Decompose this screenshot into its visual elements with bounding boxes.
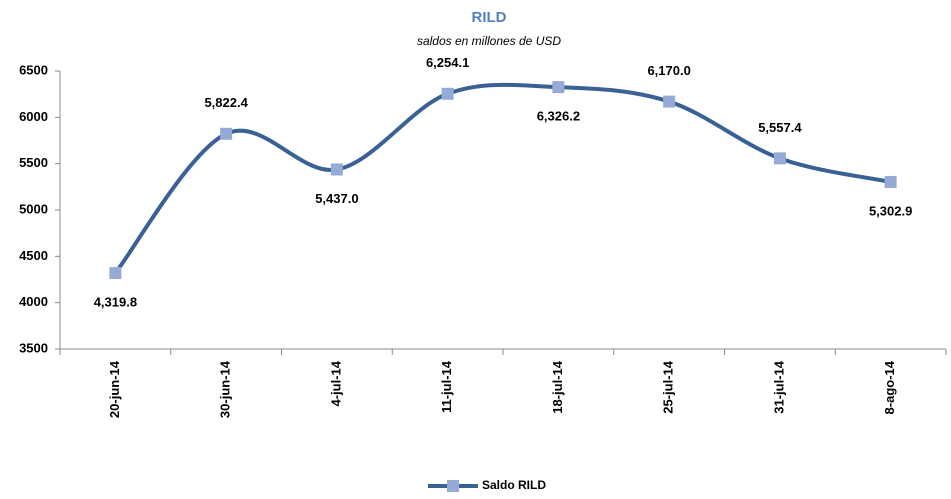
chart-title: RILD (472, 9, 507, 26)
y-tick-label: 5000 (19, 201, 48, 216)
marker (552, 81, 565, 94)
data-label: 6,326.2 (537, 109, 580, 124)
marker (441, 87, 454, 100)
marker (109, 267, 122, 280)
x-tick-label: 11-jul-14 (439, 360, 454, 413)
x-tick-label: 20-jun-14 (107, 360, 122, 418)
data-label: 5,437.0 (315, 191, 358, 206)
marker (884, 175, 897, 188)
x-tick-label: 25-jul-14 (661, 360, 676, 414)
x-tick-label: 30-jun-14 (218, 360, 233, 418)
x-tick-label: 31-jul-14 (771, 360, 786, 414)
data-label: 5,302.9 (869, 203, 912, 218)
x-tick-label: 8-ago-14 (882, 360, 897, 414)
y-tick-label: 3500 (19, 340, 48, 355)
line (113, 82, 892, 275)
y-tick-label: 4000 (19, 294, 48, 309)
data-label: 5,557.4 (758, 120, 802, 135)
chart-subtitle: saldos en millones de USD (417, 34, 561, 48)
marker (663, 95, 676, 108)
legend-marker (447, 480, 459, 492)
x-tick-label: 4-jul-14 (328, 360, 343, 406)
y-tick-label: 6000 (19, 109, 48, 124)
data-label: 5,822.4 (204, 95, 248, 110)
y-tick-label: 6500 (19, 62, 48, 77)
data-label: 4,319.8 (94, 294, 137, 309)
y-tick-label: 5500 (19, 155, 48, 170)
data-label: 6,254.1 (426, 55, 469, 70)
legend-label: Saldo RILD (482, 478, 546, 492)
marker (773, 152, 786, 165)
marker (220, 127, 233, 140)
marker (330, 163, 343, 176)
data-label: 6,170.0 (647, 63, 690, 78)
x-tick-label: 18-jul-14 (550, 360, 565, 414)
y-tick-label: 4500 (19, 248, 48, 263)
